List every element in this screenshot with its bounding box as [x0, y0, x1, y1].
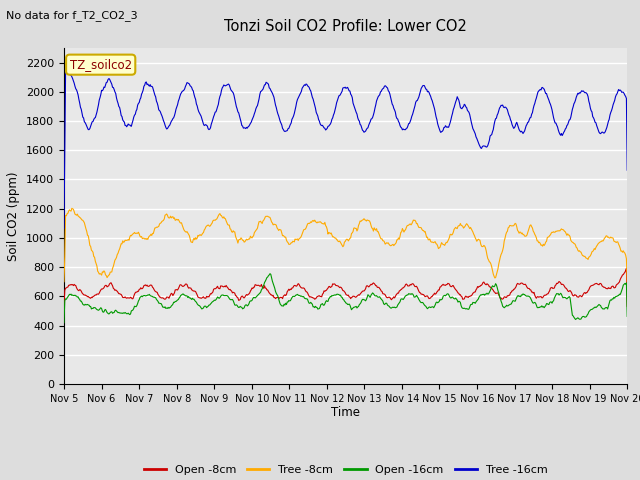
- Legend: Open -8cm, Tree -8cm, Open -16cm, Tree -16cm: Open -8cm, Tree -8cm, Open -16cm, Tree -…: [139, 460, 552, 479]
- Text: Tonzi Soil CO2 Profile: Lower CO2: Tonzi Soil CO2 Profile: Lower CO2: [224, 19, 467, 34]
- Text: TZ_soilco2: TZ_soilco2: [70, 58, 132, 71]
- Text: No data for f_T2_CO2_3: No data for f_T2_CO2_3: [6, 10, 138, 21]
- X-axis label: Time: Time: [331, 407, 360, 420]
- Y-axis label: Soil CO2 (ppm): Soil CO2 (ppm): [8, 171, 20, 261]
